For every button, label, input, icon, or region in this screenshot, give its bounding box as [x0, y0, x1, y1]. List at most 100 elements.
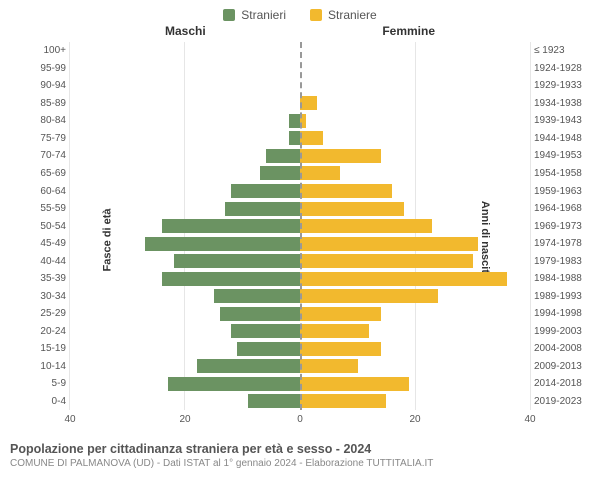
bar-female	[300, 131, 323, 145]
birth-label: 1989-1993	[534, 287, 588, 305]
legend: Stranieri Straniere	[0, 0, 600, 24]
bar-female	[300, 342, 381, 356]
legend-item-male: Stranieri	[223, 6, 286, 24]
age-label: 65-69	[22, 165, 66, 183]
x-tick: 40	[64, 414, 75, 425]
birth-label: 1994-1998	[534, 305, 588, 323]
bar-female	[300, 166, 340, 180]
bar-male	[248, 394, 300, 408]
bar-male	[289, 131, 301, 145]
bar-female	[300, 254, 473, 268]
age-label: 45-49	[22, 235, 66, 253]
bar-male	[266, 149, 301, 163]
bar-female	[300, 324, 369, 338]
bar-male	[289, 114, 301, 128]
age-label: 80-84	[22, 112, 66, 130]
x-axis: 402002040	[70, 410, 530, 438]
x-tick: 40	[524, 414, 535, 425]
birth-label: 2019-2023	[534, 393, 588, 411]
birth-label: 1934-1938	[534, 95, 588, 113]
birth-label: 1999-2003	[534, 323, 588, 341]
age-label: 30-34	[22, 287, 66, 305]
birth-label: ≤ 1923	[534, 42, 588, 60]
bar-male	[260, 166, 300, 180]
y-labels-age: 100+95-9990-9485-8980-8475-7970-7465-696…	[22, 42, 66, 410]
legend-label-male: Stranieri	[241, 8, 286, 22]
age-label: 75-79	[22, 130, 66, 148]
birth-label: 1984-1988	[534, 270, 588, 288]
bar-male	[231, 324, 300, 338]
bar-female	[300, 377, 409, 391]
bar-male	[145, 237, 300, 251]
legend-item-female: Straniere	[310, 6, 377, 24]
legend-swatch-female	[310, 9, 322, 21]
legend-swatch-male	[223, 9, 235, 21]
birth-label: 2009-2013	[534, 358, 588, 376]
plot-area: Fasce di età Anni di nascita 100+95-9990…	[70, 42, 530, 438]
chart-subtitle: COMUNE DI PALMANOVA (UD) - Dati ISTAT al…	[10, 458, 590, 469]
birth-label: 1939-1943	[534, 112, 588, 130]
bar-female	[300, 394, 386, 408]
chart-title: Popolazione per cittadinanza straniera p…	[10, 442, 590, 456]
birth-label: 2014-2018	[534, 375, 588, 393]
age-label: 70-74	[22, 147, 66, 165]
column-title-female: Femmine	[382, 24, 435, 38]
x-tick: 20	[409, 414, 420, 425]
bar-male	[162, 272, 300, 286]
bar-female	[300, 149, 381, 163]
age-label: 10-14	[22, 358, 66, 376]
birth-label: 1949-1953	[534, 147, 588, 165]
birth-label: 1924-1928	[534, 60, 588, 78]
column-title-male: Maschi	[165, 24, 206, 38]
grid-line	[530, 42, 531, 410]
bar-female	[300, 219, 432, 233]
age-label: 40-44	[22, 252, 66, 270]
age-label: 90-94	[22, 77, 66, 95]
bar-female	[300, 237, 478, 251]
column-titles: Maschi Femmine	[0, 24, 600, 42]
bar-male	[168, 377, 300, 391]
chart-footer: Popolazione per cittadinanza straniera p…	[0, 438, 600, 469]
bar-female	[300, 359, 358, 373]
birth-label: 1944-1948	[534, 130, 588, 148]
age-label: 50-54	[22, 217, 66, 235]
bar-male	[225, 202, 300, 216]
y-labels-birth: ≤ 19231924-19281929-19331934-19381939-19…	[534, 42, 588, 410]
birth-label: 1959-1963	[534, 182, 588, 200]
age-label: 85-89	[22, 95, 66, 113]
center-divider	[300, 42, 302, 410]
bar-female	[300, 202, 404, 216]
bar-female	[300, 184, 392, 198]
age-label: 100+	[22, 42, 66, 60]
bar-female	[300, 96, 317, 110]
birth-label: 1929-1933	[534, 77, 588, 95]
x-tick: 0	[297, 414, 303, 425]
birth-label: 1964-1968	[534, 200, 588, 218]
age-label: 5-9	[22, 375, 66, 393]
bar-male	[214, 289, 300, 303]
birth-label: 2004-2008	[534, 340, 588, 358]
age-label: 95-99	[22, 60, 66, 78]
age-label: 35-39	[22, 270, 66, 288]
age-label: 15-19	[22, 340, 66, 358]
bar-male	[174, 254, 301, 268]
birth-label: 1969-1973	[534, 217, 588, 235]
bar-female	[300, 289, 438, 303]
age-label: 0-4	[22, 393, 66, 411]
bar-male	[197, 359, 301, 373]
legend-label-female: Straniere	[328, 8, 377, 22]
birth-label: 1979-1983	[534, 252, 588, 270]
bar-female	[300, 272, 507, 286]
bar-male	[220, 307, 301, 321]
age-label: 60-64	[22, 182, 66, 200]
population-pyramid-chart: Stranieri Straniere Maschi Femmine Fasce…	[0, 0, 600, 500]
age-label: 25-29	[22, 305, 66, 323]
birth-label: 1954-1958	[534, 165, 588, 183]
bar-male	[162, 219, 300, 233]
age-label: 55-59	[22, 200, 66, 218]
bar-male	[231, 184, 300, 198]
age-label: 20-24	[22, 323, 66, 341]
x-tick: 20	[179, 414, 190, 425]
bar-female	[300, 307, 381, 321]
bar-male	[237, 342, 300, 356]
